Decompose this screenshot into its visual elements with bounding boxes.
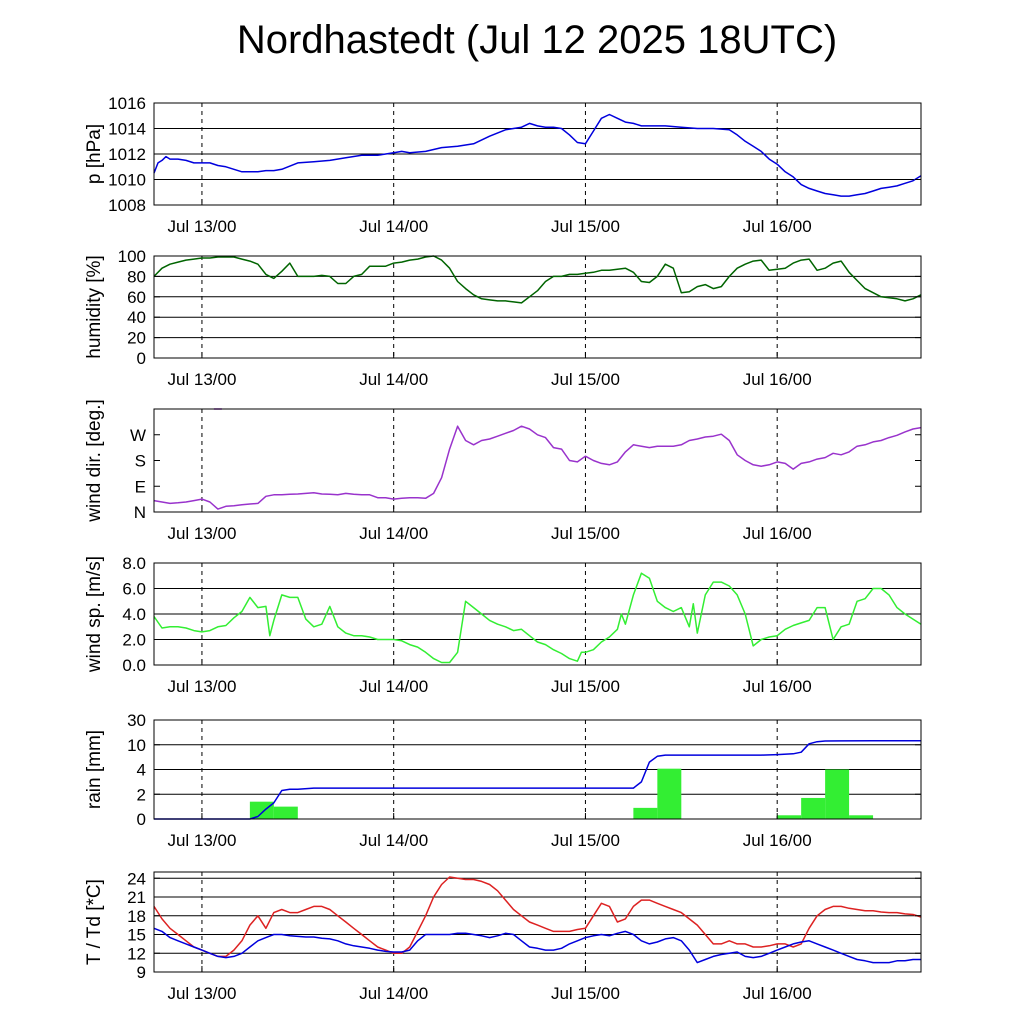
wind_direction-ytick-label: S [135,452,146,471]
rain-bar [273,806,298,819]
rain-axis-label: rain [mm] [84,730,105,809]
humidity-xtick-label: Jul 14/00 [359,370,428,389]
humidity-axis-label: humidity [%] [84,255,105,358]
rain-xtick-label: Jul 14/00 [359,831,428,850]
wind_speed-ytick-label: 4.0 [122,605,146,624]
pressure-axis-label: p [hPa] [84,124,105,184]
pressure-ytick-label: 1008 [108,196,146,215]
wind_speed-ytick-label: 6.0 [122,580,146,599]
wind_direction-ytick-label: N [134,503,146,522]
pressure-xtick-label: Jul 14/00 [359,217,428,236]
wind_speed-xtick-label: Jul 16/00 [743,677,812,696]
pressure-series-line [153,113,922,197]
wind_direction-ytick-label: E [135,477,146,496]
temperature-ytick-label: 18 [127,907,146,926]
wind_direction-xtick-label: Jul 13/00 [167,524,236,543]
pressure-ytick-label: 1010 [108,171,146,190]
wind_direction-frame [153,408,922,513]
temperature-ytick-label: 24 [127,869,146,888]
rain-bar [825,769,850,819]
rain-ytick-label: 4 [137,761,146,780]
wind_speed-ytick-label: 8.0 [122,554,146,573]
rain-xtick-label: Jul 16/00 [743,831,812,850]
temperature-xtick-label: Jul 13/00 [167,984,236,1003]
wind_speed-ytick-label: 2.0 [122,631,146,650]
pressure-ytick-label: 1012 [108,145,146,164]
rain-ytick-label: 10 [127,736,146,755]
temperature-xtick-label: Jul 16/00 [743,984,812,1003]
pressure-xtick-label: Jul 15/00 [551,217,620,236]
temperature-xtick-label: Jul 15/00 [551,984,620,1003]
wind_direction-ytick-label: W [130,426,146,445]
humidity-xtick-label: Jul 16/00 [743,370,812,389]
wind_direction-xtick-label: Jul 15/00 [551,524,620,543]
wind_speed-series-line [153,572,922,664]
temperature-series-line [153,876,922,958]
wind_direction-xtick-label: Jul 14/00 [359,524,428,543]
rain-bar [657,768,682,819]
temperature-axis-label: T / Td [*C] [84,879,105,965]
pressure-xtick-label: Jul 16/00 [743,217,812,236]
temperature-frame [153,871,922,973]
wind_direction-axis-label: wind dir. [deg.] [84,399,105,523]
pressure-xtick-label: Jul 13/00 [167,217,236,236]
wind_speed-axis-label: wind sp. [m/s] [84,556,105,673]
humidity-frame [153,255,922,359]
pressure-ytick-label: 1016 [108,94,146,113]
wind_speed-xtick-label: Jul 13/00 [167,677,236,696]
humidity-ytick-label: 20 [127,329,146,348]
rain-bar [633,807,658,819]
rain-series-line [154,739,922,820]
humidity-series-line [153,255,922,304]
humidity-ytick-label: 40 [127,308,146,327]
rain-bar [849,815,874,819]
wind_speed-xtick-label: Jul 15/00 [551,677,620,696]
rain-ytick-label: 2 [137,785,146,804]
humidity-ytick-label: 0 [137,349,146,368]
temperature-xtick-label: Jul 14/00 [359,984,428,1003]
rain-ytick-label: 30 [127,711,146,730]
wind_direction-series-line [153,425,922,510]
rain-xtick-label: Jul 15/00 [551,831,620,850]
humidity-ytick-label: 60 [127,288,146,307]
chart-title: Nordhastedt (Jul 12 2025 18UTC) [236,18,838,62]
temperature-ytick-label: 9 [137,963,146,982]
rain-bar [249,801,274,819]
humidity-ytick-label: 100 [118,247,146,266]
rain-bar [777,815,802,819]
humidity-ytick-label: 80 [127,267,146,286]
wind_speed-ytick-label: 0.0 [122,656,146,675]
rain-xtick-label: Jul 13/00 [167,831,236,850]
wind_direction-xtick-label: Jul 16/00 [743,524,812,543]
temperature-ytick-label: 21 [127,888,146,907]
humidity-xtick-label: Jul 15/00 [551,370,620,389]
rain-bar [801,797,826,819]
temperature-series-line [153,927,921,964]
temperature-ytick-label: 15 [127,926,146,945]
pressure-ytick-label: 1014 [108,120,146,139]
wind_speed-xtick-label: Jul 14/00 [359,677,428,696]
temperature-ytick-label: 12 [127,944,146,963]
humidity-xtick-label: Jul 13/00 [167,370,236,389]
rain-ytick-label: 0 [137,810,146,829]
